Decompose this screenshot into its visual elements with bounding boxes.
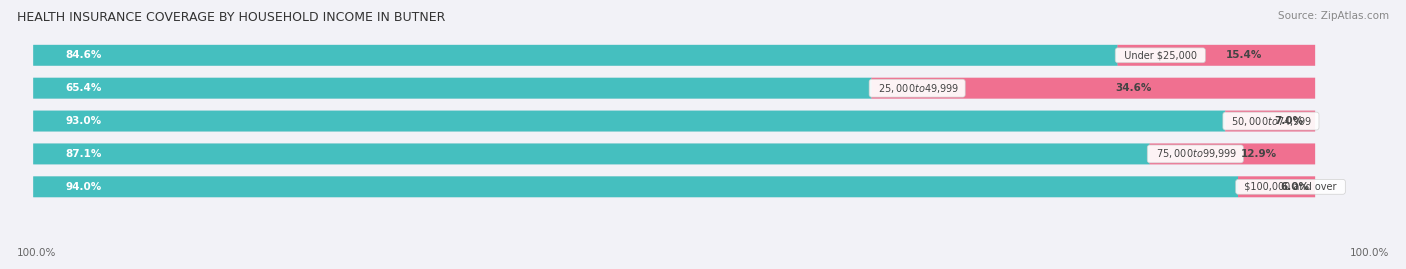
Text: $100,000 and over: $100,000 and over: [1239, 182, 1343, 192]
FancyBboxPatch shape: [34, 78, 872, 99]
Text: 15.4%: 15.4%: [1226, 50, 1263, 60]
FancyBboxPatch shape: [34, 176, 1315, 197]
Text: $75,000 to $99,999: $75,000 to $99,999: [1150, 147, 1241, 160]
Text: 87.1%: 87.1%: [65, 149, 101, 159]
FancyBboxPatch shape: [34, 111, 1315, 132]
FancyBboxPatch shape: [1118, 45, 1315, 66]
Text: Under $25,000: Under $25,000: [1118, 50, 1204, 60]
FancyBboxPatch shape: [34, 45, 1315, 66]
Text: HEALTH INSURANCE COVERAGE BY HOUSEHOLD INCOME IN BUTNER: HEALTH INSURANCE COVERAGE BY HOUSEHOLD I…: [17, 11, 446, 24]
FancyBboxPatch shape: [34, 78, 1315, 99]
FancyBboxPatch shape: [34, 143, 1150, 164]
Text: 34.6%: 34.6%: [1115, 83, 1152, 93]
Text: 65.4%: 65.4%: [65, 83, 101, 93]
Text: 100.0%: 100.0%: [1350, 248, 1389, 258]
FancyBboxPatch shape: [34, 111, 1226, 132]
FancyBboxPatch shape: [872, 78, 1315, 99]
Text: 84.6%: 84.6%: [65, 50, 101, 60]
Text: 93.0%: 93.0%: [65, 116, 101, 126]
Text: Source: ZipAtlas.com: Source: ZipAtlas.com: [1278, 11, 1389, 21]
FancyBboxPatch shape: [34, 176, 1239, 197]
Text: $25,000 to $49,999: $25,000 to $49,999: [872, 82, 963, 95]
Text: 12.9%: 12.9%: [1240, 149, 1277, 159]
FancyBboxPatch shape: [1239, 176, 1315, 197]
Text: 94.0%: 94.0%: [65, 182, 101, 192]
Text: 7.0%: 7.0%: [1275, 116, 1303, 126]
Text: $50,000 to $74,999: $50,000 to $74,999: [1225, 115, 1316, 128]
Text: 6.0%: 6.0%: [1281, 182, 1309, 192]
FancyBboxPatch shape: [1225, 111, 1315, 132]
FancyBboxPatch shape: [34, 45, 1118, 66]
Text: 100.0%: 100.0%: [17, 248, 56, 258]
FancyBboxPatch shape: [34, 143, 1315, 164]
FancyBboxPatch shape: [1150, 143, 1315, 164]
